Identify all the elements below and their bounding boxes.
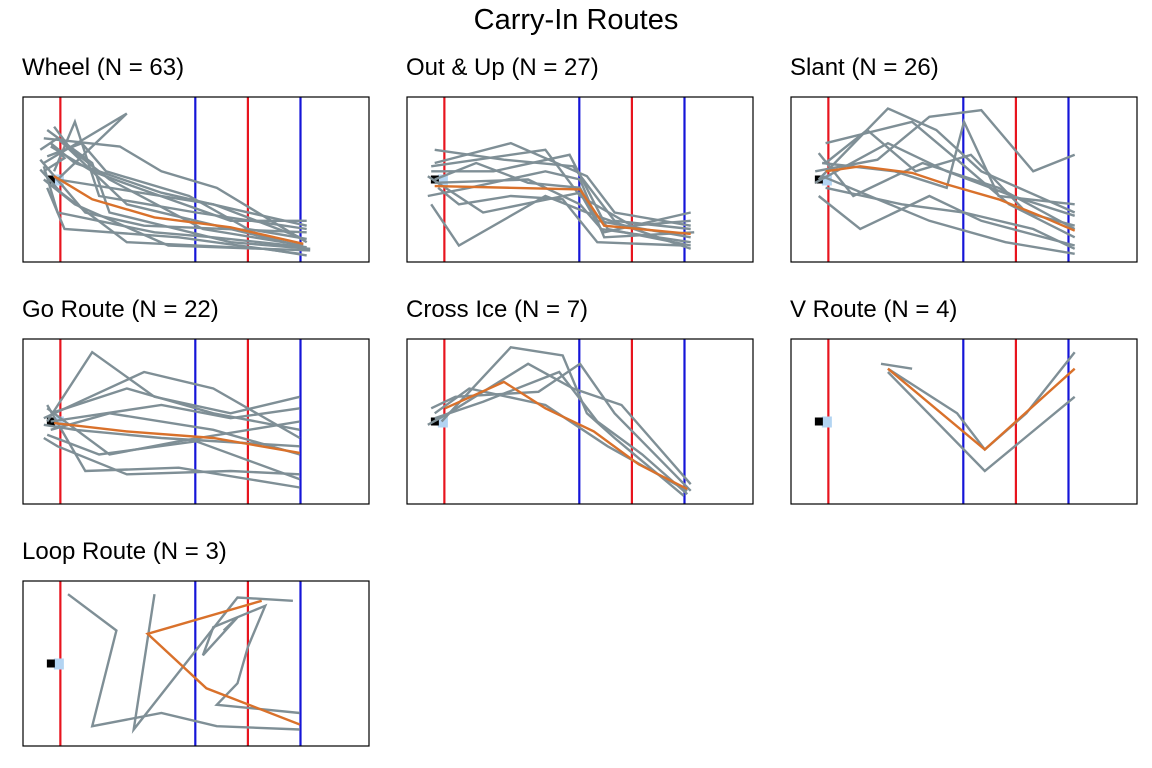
average-route-line [145, 599, 301, 726]
panel-frame [22, 580, 370, 747]
crease-marker [821, 174, 832, 186]
route-line [67, 593, 300, 731]
route-line [46, 350, 301, 423]
route-line [52, 118, 307, 231]
net-marker [814, 417, 823, 426]
route-line [43, 436, 300, 476]
route-line [427, 362, 692, 485]
panel-6-title: V Route (N = 4) [790, 296, 958, 323]
panel-5-title: Cross Ice (N = 7) [406, 296, 589, 323]
crease-marker [821, 416, 832, 428]
route-line [440, 346, 685, 497]
route-line [434, 141, 691, 227]
route-line [39, 158, 307, 234]
route-line [50, 387, 301, 431]
route-line [434, 370, 689, 496]
panel-frame [22, 338, 370, 505]
panel-2-title: Out & Up (N = 27) [406, 54, 599, 81]
crease-marker [53, 416, 64, 428]
route-line [825, 120, 1076, 239]
route-line [821, 175, 1075, 255]
route-line [43, 137, 308, 244]
route-line [434, 161, 691, 239]
panel-7 [22, 580, 370, 747]
route-line [50, 145, 307, 223]
panel-6 [790, 338, 1138, 505]
route-line [131, 594, 293, 734]
route-line [43, 370, 301, 440]
panel-5 [406, 338, 754, 505]
crease-marker [437, 174, 448, 186]
average-route-line [887, 367, 1076, 452]
crease-marker [437, 416, 448, 428]
route-line [46, 141, 307, 241]
average-route-line [53, 421, 301, 455]
net-marker [46, 175, 55, 184]
crease-marker [53, 658, 64, 670]
page-title: Carry-In Routes [473, 4, 679, 36]
route-line [817, 152, 1076, 231]
route-line [427, 170, 695, 239]
panel-1-title: Wheel (N = 63) [22, 54, 185, 81]
route-line [817, 194, 1076, 247]
panel-frame [406, 338, 754, 505]
panel-2 [406, 96, 754, 263]
route-line [437, 186, 684, 247]
route-line [814, 141, 1076, 217]
panel-7-title: Loop Route (N = 3) [22, 538, 227, 565]
route-line [39, 168, 307, 257]
average-route-line [825, 165, 1076, 232]
route-line [46, 407, 300, 456]
route-line [434, 178, 691, 234]
average-route-line [53, 175, 304, 245]
route-line [42, 165, 307, 249]
panel-4-title: Go Route (N = 22) [22, 296, 219, 323]
route-line [434, 387, 688, 492]
route-line [46, 404, 300, 489]
panel-3-title: Slant (N = 26) [790, 54, 939, 81]
net-marker [46, 659, 55, 668]
route-line [50, 412, 301, 456]
route-line [427, 175, 691, 244]
route-line [201, 603, 300, 715]
panel-frame [790, 338, 1138, 505]
route-line [46, 129, 311, 250]
route-line [53, 125, 304, 247]
route-line [430, 194, 692, 250]
route-line [430, 362, 692, 492]
panel-frame [22, 96, 370, 263]
route-line [814, 108, 1076, 173]
route-line [880, 362, 913, 370]
panel-frame [790, 96, 1138, 263]
average-route-line [434, 184, 691, 236]
panel-frame [406, 96, 754, 263]
panel-3 [790, 96, 1138, 263]
average-route-line [444, 380, 688, 491]
panel-1 [22, 96, 370, 263]
route-line [887, 371, 1076, 473]
panel-4 [22, 338, 370, 505]
route-line [50, 403, 300, 423]
